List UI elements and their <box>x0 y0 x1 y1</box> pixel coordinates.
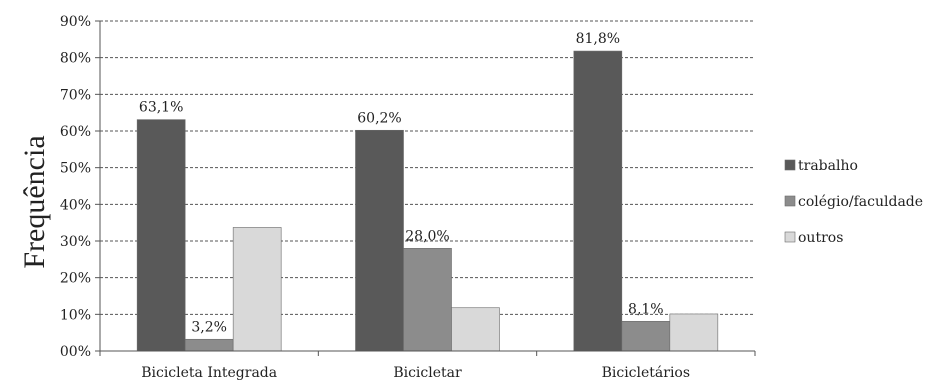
legend-swatch <box>784 231 796 243</box>
y-tick-label: 80% <box>60 51 91 67</box>
bar-col-gio-faculdade <box>403 248 452 352</box>
data-label: 60,2% <box>357 110 401 126</box>
legend-swatch <box>784 195 796 207</box>
x-axis-categories: Bicicleta Integrada Bicicletar Bicicletári… <box>141 365 690 381</box>
y-tick-label: 90% <box>60 14 91 30</box>
bar-trabalho <box>136 119 186 352</box>
bar-outros <box>451 307 500 352</box>
y-tick-label: 10% <box>60 307 91 323</box>
data-label: 63,1% <box>139 100 183 116</box>
y-tick-label: 20% <box>60 271 91 287</box>
y-tick-label: 60% <box>60 124 91 140</box>
legend-label: trabalho <box>798 158 858 174</box>
legend: trabalho colégio/faculdade outros <box>784 158 923 246</box>
x-category-label: Bicicleta Integrada <box>141 365 277 381</box>
data-label: 8,1% <box>628 301 664 317</box>
bar-col-gio-faculdade <box>621 320 671 352</box>
data-label: 3,2% <box>191 319 227 335</box>
bar-trabalho <box>355 129 404 352</box>
x-category-label: Bicicletar <box>393 365 462 381</box>
bars <box>136 50 719 352</box>
axes <box>99 21 756 356</box>
legend-label: outros <box>798 230 843 246</box>
y-tick-label: 30% <box>60 234 91 250</box>
data-labels: 63,1% 3,2% 60,2% 28,0% 81,8% 8,1% <box>139 31 664 335</box>
bar-outros <box>232 227 282 352</box>
y-axis-ticks: 00% 10% 20% 30% 40% 50% 60% 70% 80% 90% <box>60 14 100 360</box>
data-label: 28,0% <box>405 228 449 244</box>
bar-outros <box>669 313 719 352</box>
legend-label: colégio/faculdade <box>798 194 923 210</box>
y-tick-label: 70% <box>60 87 91 103</box>
bar-trabalho <box>573 50 623 352</box>
legend-swatch <box>784 159 796 171</box>
bar-col-gio-faculdade <box>184 338 234 352</box>
y-tick-label: 50% <box>60 161 91 177</box>
data-label: 81,8% <box>576 31 620 47</box>
y-axis-title: Frequência <box>18 135 51 268</box>
y-tick-label: 00% <box>60 344 91 360</box>
y-tick-label: 40% <box>60 197 91 213</box>
x-category-label: Bicicletários <box>602 365 690 381</box>
